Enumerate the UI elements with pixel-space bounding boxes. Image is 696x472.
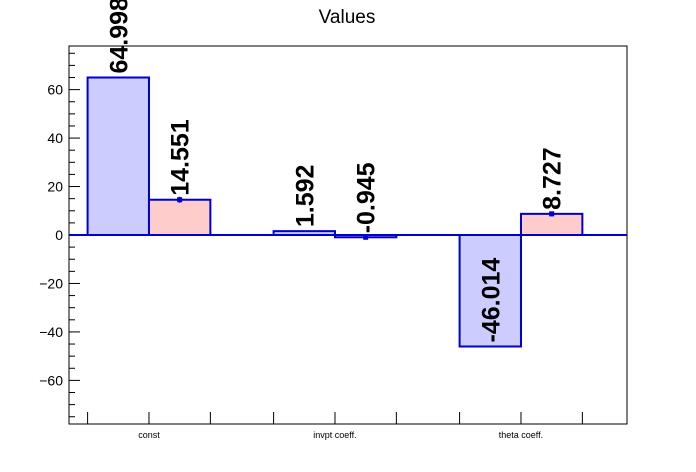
y-tick-label: 0 [55,227,63,243]
y-tick-label: −40 [39,324,63,340]
y-tick-label: 20 [47,179,63,195]
bar [86,76,150,236]
data-label: -46.014 [477,258,505,343]
chart-title: Values [319,7,376,28]
bar [147,198,212,236]
x-category-label: invpt coeff. [313,430,356,440]
plot-area: −60 −40 −20 0 20 40 60 64.998 1.592 -46.014 14.551… [39,0,628,440]
y-tick-label: −20 [39,275,63,291]
y-tick-label: 60 [47,82,63,98]
data-label: 14.551 [167,119,195,196]
error-marker [549,211,555,217]
data-label: 64.998 [105,0,133,74]
bar [519,212,584,236]
error-marker [363,234,369,240]
data-label: 8.727 [539,147,567,210]
data-label: 1.592 [291,165,319,228]
y-tick-label: −60 [39,372,63,388]
error-marker [177,197,183,203]
x-category-label: const [138,430,160,440]
x-category-label: theta coeff. [499,430,543,440]
y-tick-label: 40 [47,130,63,146]
data-label: -0.945 [353,162,381,233]
